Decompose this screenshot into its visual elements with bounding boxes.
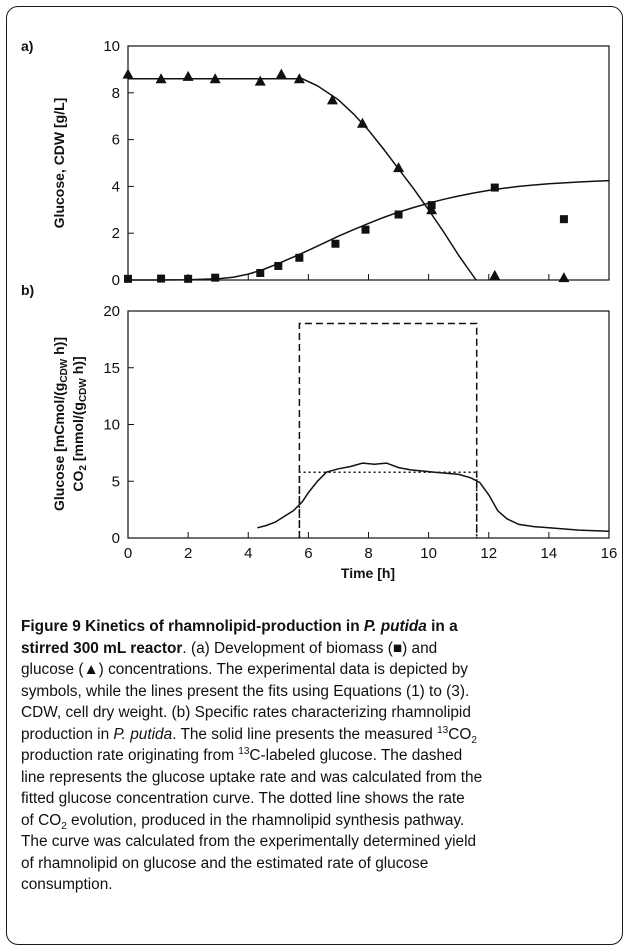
figure-9-chart: a) b) Glucose, CDW [g/L] Glucose [mCmol/… <box>21 38 617 581</box>
biomass-data-point <box>361 225 370 234</box>
panel-b-y-tick-label: 15 <box>103 360 120 377</box>
panel-b-y-axis-title-line1: Glucose [mCmol/(gCDW h)] <box>51 337 70 511</box>
biomass-data-point <box>157 274 166 283</box>
caption-line-8: line represents the glucose uptake rate … <box>21 768 483 786</box>
panel-a-label: a) <box>21 38 33 54</box>
caption-line-3: glucose (▲) concentrations. The experime… <box>21 661 468 678</box>
panel-b-x-tick-label: 10 <box>420 545 437 562</box>
caption-line-4: symbols, while the lines present the fit… <box>21 682 470 700</box>
biomass-fit-line <box>128 179 610 281</box>
caption-line-13: consumption. <box>21 876 113 893</box>
caption-line-11: The curve was calculated from the experi… <box>21 833 477 850</box>
co2-evolution-rate-line <box>298 471 478 538</box>
biomass-data-point <box>427 201 436 210</box>
panel-b-x-tick-label: 16 <box>601 545 618 562</box>
caption-line-5: CDW, cell dry weight. (b) Specific rates… <box>21 704 471 721</box>
glucose-fit-line <box>128 78 477 281</box>
panel-b-y-tick-label: 10 <box>103 417 120 434</box>
panel-b-y-tick-label: 20 <box>103 303 120 320</box>
glucose-data-point <box>393 162 405 173</box>
panel-b-y-axis-title-line2: CO2 [mmol/(gCDW h)] <box>70 356 89 491</box>
panel-b-y-tick-label: 0 <box>112 530 120 547</box>
glucose-data-point <box>122 68 134 79</box>
panel-b-plot-area <box>127 310 610 539</box>
biomass-data-point <box>394 210 403 219</box>
biomass-data-point <box>124 274 132 283</box>
panel-a-y-tick-label: 4 <box>112 178 120 195</box>
panel-a-y-tick-label: 6 <box>112 132 120 149</box>
panel-b-x-tick-label: 0 <box>124 545 132 562</box>
glucose-data-point <box>275 68 287 79</box>
caption-line-10: of CO2 evolution, produced in the rhamno… <box>21 811 465 832</box>
glucose-uptake-rate-line <box>298 322 478 538</box>
caption-line-12: of rhamnolipid on glucose and the estima… <box>21 854 429 872</box>
measured-13co2-rate-line <box>257 462 610 532</box>
figure-frame <box>6 6 623 945</box>
panel-b-x-tick-label: 4 <box>244 545 252 562</box>
panel-a-plot-area <box>127 45 610 281</box>
biomass-data-point <box>331 239 340 248</box>
panel-b-label: b) <box>21 282 34 298</box>
biomass-data-point <box>559 215 568 224</box>
biomass-data-point <box>256 268 265 277</box>
biomass-data-point <box>490 183 499 192</box>
chart-marks: 0 2 4 6 8 10 0 2 4 6 8 10 12 14 16 0 5 10 15 20 <box>103 38 617 562</box>
caption-line-7: production rate originating from 13C-lab… <box>21 745 463 764</box>
panel-a-y-tick-label: 0 <box>112 272 120 289</box>
caption-line-1: Figure 9 Kinetics of rhamnolipid-product… <box>21 618 458 635</box>
panel-b-x-tick-label: 14 <box>541 545 558 562</box>
biomass-data-point <box>184 274 193 283</box>
panel-a-y-axis-title: Glucose, CDW [g/L] <box>51 98 67 229</box>
panel-a-y-tick-label: 10 <box>103 38 120 55</box>
caption-line-6: production in P. putida. The solid line … <box>21 724 477 746</box>
glucose-data-point <box>558 272 570 283</box>
panel-b-x-tick-label: 2 <box>184 545 192 562</box>
panel-a-y-tick-label: 8 <box>112 85 120 102</box>
panel-b-x-tick-label: 6 <box>304 545 312 562</box>
glucose-data-point <box>426 204 438 215</box>
panel-a-y-tick-label: 2 <box>112 225 120 242</box>
glucose-data-point <box>326 94 338 105</box>
panel-b-x-tick-label: 8 <box>364 545 372 562</box>
caption-line-2: stirred 300 mL reactor. (a) Development … <box>21 639 438 657</box>
caption-line-9: fitted glucose concentration curve. The … <box>21 790 465 807</box>
biomass-data-point <box>274 261 283 270</box>
figure-caption: Figure 9 Kinetics of rhamnolipid-product… <box>21 616 611 896</box>
panel-b-x-tick-label: 12 <box>480 545 497 562</box>
panel-b-y-tick-label: 5 <box>112 473 120 490</box>
biomass-data-point <box>295 253 304 262</box>
glucose-data-point <box>489 269 501 280</box>
glucose-data-point <box>254 75 266 86</box>
biomass-data-point <box>211 273 220 282</box>
panel-b-x-axis-title: Time [h] <box>341 565 395 581</box>
